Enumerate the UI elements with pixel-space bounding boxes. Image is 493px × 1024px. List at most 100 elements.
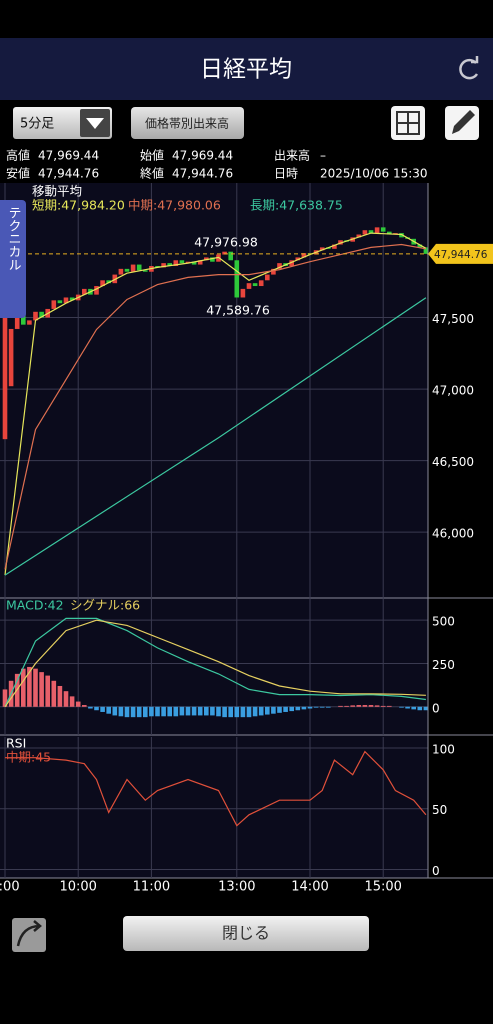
draw-button[interactable]: [445, 106, 479, 140]
histogram-bar: [387, 705, 392, 707]
x-tick-label: 15:00: [364, 880, 401, 895]
histogram-bar: [307, 706, 313, 709]
technical-tab[interactable]: テクニカル: [0, 200, 26, 318]
histogram-bar: [185, 706, 191, 716]
candle: [100, 280, 105, 287]
histogram-bar: [319, 706, 325, 708]
histogram-bar: [399, 706, 404, 708]
legend-entry: 中期:45: [6, 750, 51, 765]
candle: [289, 260, 294, 266]
histogram-bar: [240, 706, 246, 718]
histogram-bar: [45, 675, 50, 707]
grid-icon: [396, 111, 420, 135]
candle: [210, 257, 215, 262]
x-tick-label: 11:00: [133, 880, 170, 895]
histogram-bar: [130, 706, 136, 718]
icon-body: [12, 918, 46, 952]
last-price-badge: [428, 243, 493, 264]
histogram-bar: [405, 706, 410, 709]
histogram-bar: [356, 705, 362, 707]
histogram-bar: [228, 706, 233, 718]
stats: 高値 47,969.44 始値 47,969.44 出来高 – 安値 47,944.76 終値 4…: [6, 148, 428, 181]
histogram-bar: [57, 685, 63, 707]
histogram-bar: [173, 706, 179, 717]
histogram-bar: [411, 706, 416, 710]
button-body: [131, 107, 244, 139]
histogram-bar: [143, 706, 148, 718]
stat-value: 47,969.44: [172, 149, 233, 163]
close-button[interactable]: 閉じる: [123, 916, 369, 951]
histogram-bar: [417, 706, 423, 711]
volume-profile-button[interactable]: 価格帯別出来高: [131, 107, 244, 139]
layout-button[interactable]: [391, 106, 425, 140]
histogram-bar: [167, 706, 172, 717]
tab-body: [0, 200, 26, 318]
candle: [143, 270, 148, 272]
stat-value: 2025/10/06 15:30: [320, 167, 428, 181]
histogram-bar: [63, 691, 69, 707]
stat-label: 終値: [140, 166, 164, 181]
histogram-bar: [112, 706, 118, 716]
y-tick-label: 47,500: [432, 312, 474, 326]
legend-entry: MACD:42: [6, 598, 64, 613]
low-annotation: 47,589.76: [206, 303, 270, 318]
header-bar: [0, 38, 493, 100]
refresh-button[interactable]: [459, 56, 479, 80]
candle: [173, 260, 179, 266]
refresh-icon: [459, 58, 479, 80]
interval-dropdown[interactable]: 5分足: [13, 107, 112, 139]
histogram-bar: [374, 705, 380, 707]
candle: [161, 263, 166, 268]
histogram-bar: [136, 706, 142, 718]
histogram-bar: [380, 705, 386, 707]
back-icon[interactable]: [12, 918, 46, 952]
histogram-bar: [197, 706, 203, 716]
plot-background: [0, 183, 428, 878]
histogram-bar: [75, 701, 81, 707]
histogram-bar: [21, 668, 26, 707]
histogram-bar: [27, 666, 32, 707]
histogram-bar: [326, 706, 331, 708]
candle: [191, 261, 197, 265]
histogram-bar: [33, 668, 38, 707]
histogram-bar: [204, 706, 209, 716]
histogram-bar: [124, 706, 130, 718]
button-body: [123, 916, 369, 951]
tab-label: テクニカル: [6, 206, 21, 271]
interval-label: 5分足: [20, 117, 54, 132]
indicator-line: [4, 619, 426, 708]
histogram-bar: [423, 706, 429, 711]
histogram-bar: [106, 706, 111, 714]
histogram-bar: [82, 705, 87, 707]
histogram-bar: [88, 706, 93, 709]
y-tick-label: 46,500: [432, 455, 474, 469]
histogram-bar: [258, 706, 264, 716]
candle: [228, 251, 233, 261]
candle: [319, 247, 325, 251]
panel-title: RSI: [6, 736, 26, 751]
histogram-bar: [246, 706, 252, 718]
histogram-bar: [344, 705, 349, 707]
button-label: 価格帯別出来高: [145, 116, 229, 131]
y-tick-label: 0: [432, 701, 440, 715]
y-tick-label: 0: [432, 864, 440, 878]
histogram-bar: [271, 706, 276, 714]
stat-value: 47,944.76: [172, 167, 233, 181]
histogram-bar: [362, 705, 368, 707]
candle: [374, 227, 380, 234]
candle: [362, 230, 368, 235]
candle: [258, 280, 264, 287]
histogram-bar: [289, 706, 294, 712]
candle: [69, 297, 75, 301]
histogram-bar: [265, 706, 270, 715]
histogram-bar: [39, 672, 44, 707]
legend-title: 移動平均: [32, 184, 82, 199]
y-tick-label: 46,000: [432, 527, 474, 541]
candle: [252, 283, 258, 287]
candle: [57, 300, 63, 304]
candle: [246, 283, 252, 289]
icon-arrow: [16, 920, 42, 947]
legend-entry: 長期:47,638.75: [250, 198, 343, 213]
histogram-bar: [313, 706, 319, 708]
